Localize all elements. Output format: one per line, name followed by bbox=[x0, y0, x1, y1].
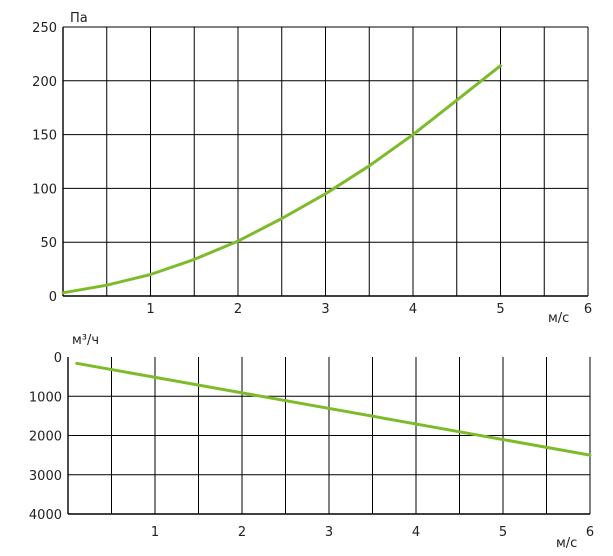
x-tick-label: 1 bbox=[146, 302, 154, 317]
airflow-x-axis-label: м/с bbox=[556, 536, 577, 551]
y-tick-label: 1000 bbox=[29, 390, 62, 405]
pressure-curve bbox=[61, 64, 502, 295]
y-tick-label: 150 bbox=[32, 129, 57, 144]
airflow-grid bbox=[67, 357, 591, 515]
pressure-chart: 0 50 100 150 200 250 1 2 3 4 5 6 Па м/с bbox=[32, 11, 592, 326]
x-tick-label: 1 bbox=[151, 525, 159, 540]
x-tick-label: 6 bbox=[586, 525, 594, 540]
x-tick-label: 3 bbox=[321, 302, 329, 317]
pressure-y-ticks: 0 50 100 150 200 250 bbox=[32, 21, 57, 305]
y-tick-label: 0 bbox=[54, 351, 62, 366]
x-tick-label: 5 bbox=[496, 302, 504, 317]
x-tick-label: 2 bbox=[234, 302, 242, 317]
airflow-chart: 0 1000 2000 3000 4000 1 2 3 4 5 6 м³/ч м/с bbox=[29, 333, 594, 551]
y-tick-label: 50 bbox=[40, 236, 57, 251]
airflow-curve bbox=[75, 361, 592, 457]
x-tick-label: 2 bbox=[238, 525, 246, 540]
y-tick-label: 0 bbox=[49, 290, 57, 305]
x-tick-label: 5 bbox=[499, 525, 507, 540]
pressure-x-ticks: 1 2 3 4 5 6 bbox=[146, 302, 592, 317]
x-tick-label: 6 bbox=[584, 302, 592, 317]
pressure-y-axis-label: Па bbox=[70, 11, 88, 26]
y-tick-label: 250 bbox=[32, 21, 57, 36]
x-tick-label: 4 bbox=[412, 525, 420, 540]
airflow-x-ticks: 1 2 3 4 5 6 bbox=[151, 525, 594, 540]
airflow-y-ticks: 0 1000 2000 3000 4000 bbox=[29, 351, 62, 523]
y-tick-label: 100 bbox=[32, 182, 57, 197]
y-tick-label: 4000 bbox=[29, 508, 62, 523]
y-tick-label: 3000 bbox=[29, 469, 62, 484]
x-tick-label: 4 bbox=[409, 302, 417, 317]
airflow-y-axis-label: м³/ч bbox=[72, 333, 99, 348]
y-tick-label: 200 bbox=[32, 75, 57, 90]
x-tick-label: 3 bbox=[325, 525, 333, 540]
pressure-grid bbox=[62, 26, 589, 297]
pressure-x-axis-label: м/с bbox=[548, 311, 569, 326]
y-tick-label: 2000 bbox=[29, 430, 62, 445]
